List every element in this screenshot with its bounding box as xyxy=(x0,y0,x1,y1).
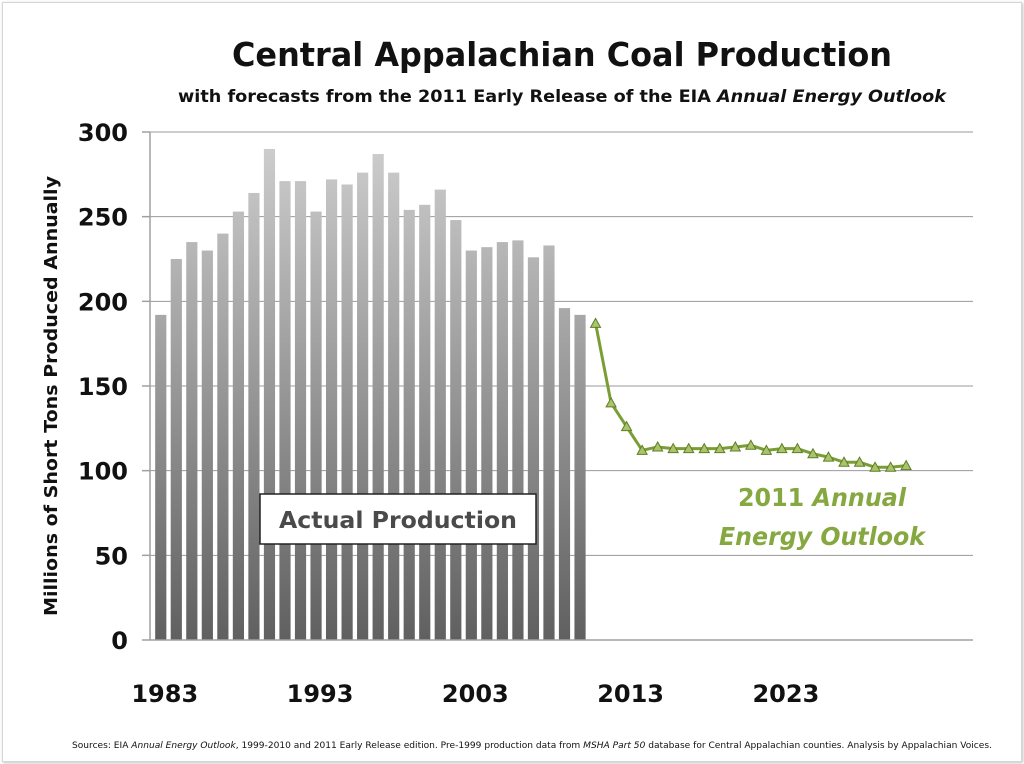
bar xyxy=(543,245,555,640)
outlook-label-line2: Energy Outlook xyxy=(719,522,926,551)
y-tick-label: 150 xyxy=(78,373,128,401)
forecast-series xyxy=(589,317,912,472)
bar xyxy=(574,314,586,640)
forecast-point xyxy=(636,444,648,455)
forecast-point xyxy=(791,442,804,454)
bar xyxy=(419,204,431,640)
bar xyxy=(341,184,353,640)
bar xyxy=(465,250,477,641)
forecast-point xyxy=(838,456,850,467)
forecast-point xyxy=(822,451,835,462)
x-tick-label: 2023 xyxy=(752,680,819,708)
sources-text-1: Sources: EIA xyxy=(72,741,131,751)
forecast-point xyxy=(620,420,633,432)
bar xyxy=(201,250,213,641)
forecast-point xyxy=(853,456,866,467)
chart-subtitle: with forecasts from the 2011 Early Relea… xyxy=(178,87,948,107)
y-tick-label: 250 xyxy=(78,204,128,232)
bar xyxy=(217,233,229,640)
subtitle-plain: with forecasts from the 2011 Early Relea… xyxy=(178,87,717,107)
y-tick-label: 300 xyxy=(78,119,128,147)
forecast-point xyxy=(589,317,602,328)
outlook-label-line1: 2011 Annual xyxy=(738,483,906,512)
y-tick-label: 200 xyxy=(78,288,128,316)
forecast-point xyxy=(869,461,881,472)
x-axis-ticks: 1983 1993 2003 2013 2023 xyxy=(131,680,819,708)
sources-note: Sources: EIA Annual Energy Outlook, 1999… xyxy=(72,741,992,751)
y-axis-label: Millions of Short Tons Produced Annually xyxy=(41,176,62,616)
x-tick-label: 1993 xyxy=(287,680,354,708)
forecast-point xyxy=(760,444,773,455)
bar xyxy=(512,240,524,640)
x-tick-label: 2013 xyxy=(597,680,664,708)
y-tick-label: 100 xyxy=(78,458,128,486)
x-tick-label: 2003 xyxy=(442,680,509,708)
x-tick-label: 1983 xyxy=(131,680,198,708)
sources-italic-2: MSHA Part 50 xyxy=(583,741,645,751)
outlook-label-plain: 2011 xyxy=(738,483,813,512)
bar xyxy=(294,181,307,640)
forecast-point xyxy=(776,442,788,454)
sources-italic-1: Annual Energy Outlook xyxy=(130,741,236,751)
bar xyxy=(170,259,182,640)
y-tick-label: 0 xyxy=(111,627,128,655)
bar xyxy=(155,314,167,640)
forecast-point xyxy=(698,442,711,454)
forecast-point xyxy=(682,442,695,454)
bar xyxy=(388,172,400,640)
y-tick-label: 50 xyxy=(95,542,128,570)
actual-production-bars xyxy=(155,148,586,641)
subtitle-italic: Annual Energy Outlook xyxy=(715,87,948,107)
bar xyxy=(403,209,415,641)
sources-text-2: , 1999-2010 and 2011 Early Release editi… xyxy=(236,741,583,751)
y-axis-ticks: 0 50 100 150 200 250 300 xyxy=(78,119,128,655)
bar xyxy=(496,242,508,641)
bar xyxy=(279,181,291,640)
chart-title: Central Appalachian Coal Production xyxy=(232,35,892,74)
bar xyxy=(450,220,462,640)
bar xyxy=(325,179,338,640)
actual-production-label: Actual Production xyxy=(279,508,517,534)
bar xyxy=(372,154,384,640)
bar xyxy=(248,192,260,640)
forecast-point xyxy=(744,439,757,450)
forecast-point xyxy=(605,396,617,408)
bar xyxy=(310,211,322,640)
forecast-point xyxy=(713,442,726,454)
sources-text-3: database for Central Appalachian countie… xyxy=(645,741,992,751)
forecast-point xyxy=(729,440,742,452)
actual-production-box xyxy=(259,493,537,545)
forecast-point xyxy=(651,440,664,452)
bar xyxy=(558,308,571,640)
bar xyxy=(263,148,276,640)
bar xyxy=(434,189,446,640)
outlook-label-italic: Annual xyxy=(811,483,907,512)
bar xyxy=(232,211,244,640)
bar xyxy=(527,257,540,640)
forecast-point xyxy=(900,459,912,471)
forecast-point xyxy=(884,461,897,472)
forecast-point xyxy=(807,447,819,459)
bar xyxy=(481,247,493,640)
forecast-point xyxy=(667,442,680,454)
bar xyxy=(186,242,198,641)
bar xyxy=(357,172,369,640)
